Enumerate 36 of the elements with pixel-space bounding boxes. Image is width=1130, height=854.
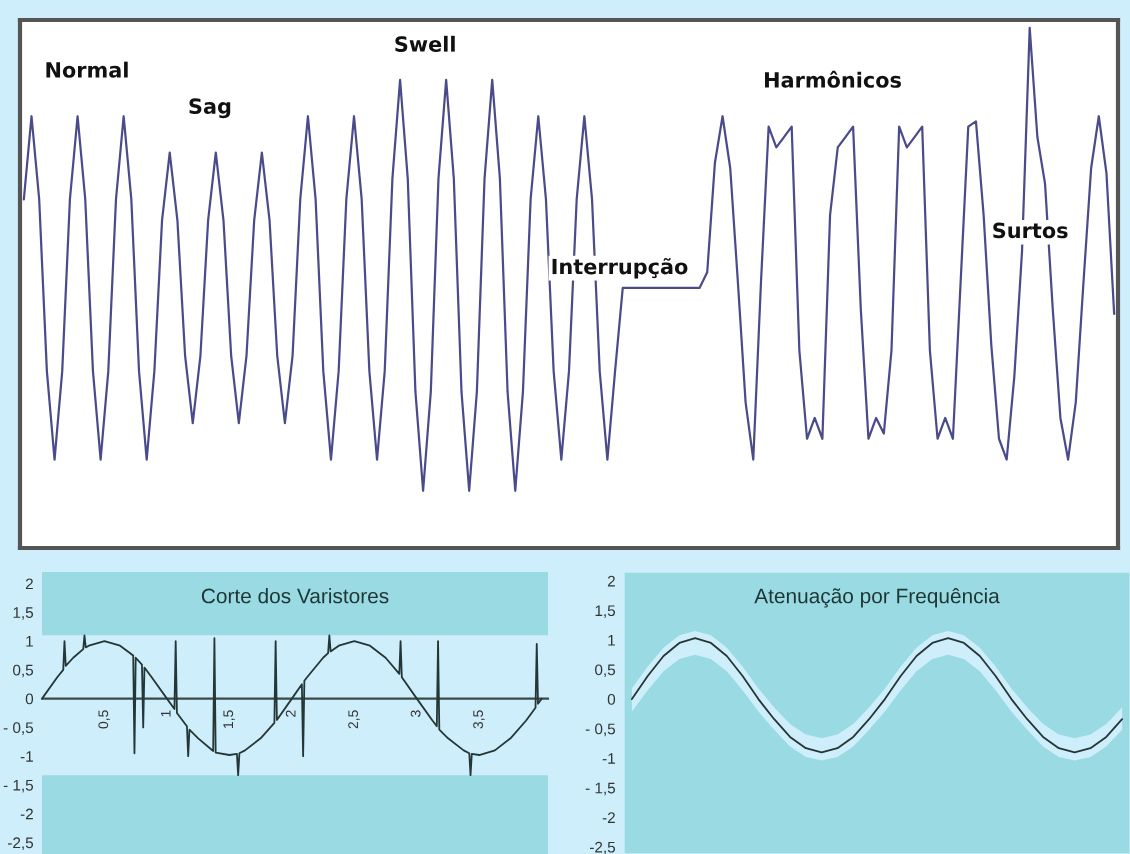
y-tick-label: 0,5 xyxy=(13,664,34,678)
y-tick-label: - 1,5 xyxy=(585,782,616,796)
x-tick-label: 3,5 xyxy=(473,710,485,729)
y-tick-label: 2 xyxy=(25,578,33,590)
y-tick-label: 1,5 xyxy=(13,607,34,620)
y-tick-label: -2 xyxy=(20,808,33,820)
y-tick-label: 0,5 xyxy=(595,664,616,678)
x-tick-label: 0,5 xyxy=(98,710,110,729)
y-tick-label: 2 xyxy=(607,575,615,587)
x-tick-label: 1 xyxy=(160,710,171,717)
annotation: Harmônicos xyxy=(765,70,901,88)
annotation: Swell xyxy=(395,35,455,52)
y-tick-label: 0 xyxy=(607,693,616,705)
y-tick-label: -2,5 xyxy=(8,837,34,850)
y-tick-label: - 0,5 xyxy=(585,723,616,737)
line-series xyxy=(42,634,543,777)
y-tick-label: -1 xyxy=(602,753,615,764)
y-tick-label: -1 xyxy=(20,751,33,762)
y-tick-label: 0 xyxy=(25,693,34,705)
y-tick-label: - 0,5 xyxy=(3,722,34,735)
x-tick-label: 2 xyxy=(285,710,296,717)
x-tick-label: 1,5 xyxy=(223,710,235,728)
y-tick-label: 1 xyxy=(608,635,615,646)
annotation: Interrupção xyxy=(552,257,688,279)
x-tick-label: 2,5 xyxy=(348,710,360,729)
annotation: Surtos xyxy=(993,222,1068,239)
y-tick-label: -2 xyxy=(602,812,615,823)
y-tick-label: 1,5 xyxy=(595,605,616,618)
y-tick-label: - 1,5 xyxy=(3,779,34,793)
y-tick-label: 1 xyxy=(26,636,33,647)
text: Corte dos Varistores xyxy=(201,588,389,604)
y-tick-label: -2,5 xyxy=(590,841,616,854)
annotation: Normal xyxy=(46,61,128,78)
text: Atenuação por Frequência xyxy=(754,587,1000,608)
annotation: Sag xyxy=(189,98,231,119)
x-tick-label: 3 xyxy=(410,710,421,717)
